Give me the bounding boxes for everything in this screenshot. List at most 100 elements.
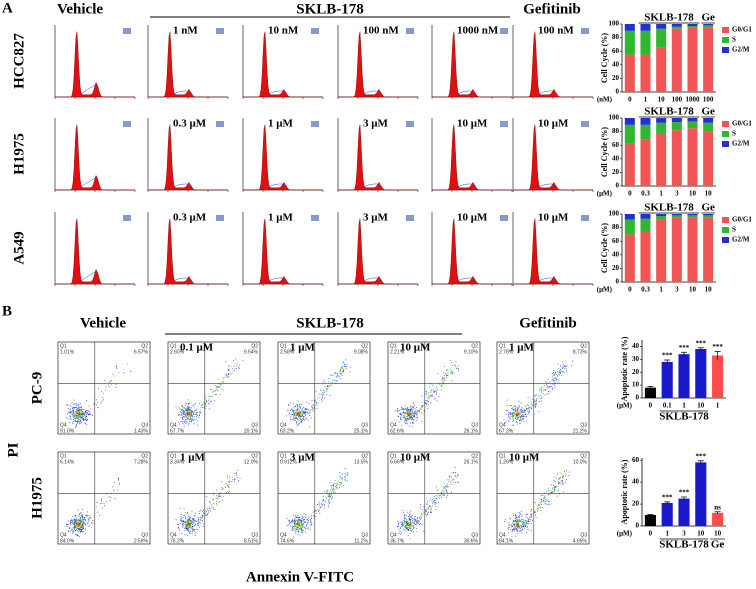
row-label: H1975	[29, 477, 45, 519]
bar-segment	[703, 131, 714, 186]
quadrant-name: Q2	[580, 343, 587, 349]
legend-icon	[311, 215, 319, 221]
dot-cloud	[76, 489, 115, 527]
quadrant-percent: 26.1%	[464, 459, 479, 465]
condition-label: 1 μM	[268, 118, 293, 130]
bar-segment	[640, 231, 651, 282]
quadrant-percent: 74.6%	[280, 538, 295, 544]
quadrant-name: Q2	[471, 343, 478, 349]
significance-label: ***	[696, 339, 707, 347]
quadrant-percent: 9.54%	[244, 349, 259, 355]
y-tick-label: 80	[612, 223, 620, 231]
quadrant-name: Q4	[170, 422, 177, 428]
quadrant-name: Q1	[280, 343, 287, 349]
quadrant-name: Q3	[141, 422, 148, 428]
quadrant-name: Q3	[580, 422, 587, 428]
y-tick-label: 20	[632, 500, 640, 508]
quadrant-percent: 84.0%	[60, 538, 75, 544]
bar-segment	[640, 30, 651, 55]
x-tick-label: 3	[675, 286, 679, 294]
row-label: H1975	[11, 133, 27, 175]
quadrant-name: Q4	[60, 532, 67, 538]
quadrant-percent: 36.7%	[390, 538, 405, 544]
quadrant-percent: 63.2%	[280, 428, 295, 434]
quadrant-name: Q1	[499, 453, 506, 459]
dot-cloud	[74, 376, 116, 419]
legend-swatch	[722, 141, 729, 147]
x-tick-label: 100	[703, 96, 714, 104]
panel-label: A	[2, 0, 13, 16]
dot-cloud	[71, 491, 115, 532]
bar-segment	[703, 214, 714, 216]
condition-label: 3 μM	[363, 212, 388, 224]
bar-segment	[671, 28, 682, 92]
x-tick-label: 1	[659, 286, 663, 294]
y-tick-label: 0	[636, 394, 640, 402]
dot-cloud	[296, 386, 330, 417]
x-tick-label: 10	[714, 530, 722, 538]
condition-label: 100 nM	[538, 25, 574, 37]
x-tick-label: 10	[689, 286, 697, 294]
bar-segment	[656, 219, 667, 282]
bar-segment	[624, 124, 635, 144]
quadrant-percent: 6.57%	[134, 349, 149, 355]
significance-label: ***	[679, 344, 690, 352]
x-tick-label: 0.1	[663, 402, 672, 410]
plot-frame	[277, 341, 371, 435]
x-tick-label: 0	[628, 190, 632, 198]
legend-icon	[123, 215, 131, 221]
quadrant-percent: 26.1%	[464, 428, 479, 434]
y-tick-label: 80	[612, 33, 620, 41]
significance-label: ***	[679, 489, 690, 497]
histogram	[243, 218, 323, 285]
legend-icon	[123, 121, 131, 127]
group-label: Ge	[701, 202, 715, 214]
y-tick-label: 20	[612, 74, 620, 82]
bar-segment	[671, 214, 682, 216]
x-tick-label: 10	[705, 190, 713, 198]
group-label: SKLB-178	[659, 539, 709, 551]
y-tick-label: 60	[612, 141, 620, 149]
quadrant-name: Q3	[580, 532, 587, 538]
bar-segment	[656, 118, 667, 123]
dot-cloud	[285, 359, 351, 428]
error-bar	[681, 496, 687, 501]
header: Gefitinib	[519, 315, 577, 331]
histogram-fit	[362, 277, 380, 283]
legend-icon	[581, 28, 589, 34]
condition-label: 0.1 μM	[180, 342, 214, 354]
bar-segment	[687, 217, 698, 282]
bar-segment	[640, 139, 651, 186]
bar-segment	[671, 118, 682, 123]
histogram	[148, 31, 228, 98]
dot-cloud	[404, 367, 453, 419]
quadrant-name: Q3	[361, 422, 368, 428]
quadrant-name: Q1	[390, 343, 397, 349]
bar-segment	[656, 216, 667, 220]
bar-segment	[624, 234, 635, 282]
bar-segment	[624, 24, 635, 31]
quadrant-name: Q2	[141, 343, 148, 349]
quadrant-name: Q2	[141, 453, 148, 459]
quadrant-percent: 1.26%	[499, 459, 514, 465]
y-tick-label: 100	[609, 20, 620, 28]
y-tick-label: 20	[612, 168, 620, 176]
quadrant-name: Q1	[60, 343, 67, 349]
legend-icon	[216, 215, 224, 221]
legend-swatch	[722, 47, 729, 53]
quadrant-percent: 6.66%	[390, 459, 405, 465]
histogram	[55, 31, 135, 98]
quadrant-percent: 84.1%	[499, 538, 514, 544]
y-tick-label: 60	[632, 456, 640, 464]
header: SKLB-178	[296, 1, 364, 17]
histogram-fit	[456, 277, 474, 283]
bar-segment	[656, 24, 667, 29]
legend-icon	[406, 121, 414, 127]
error-bar	[681, 351, 687, 357]
error-bar	[697, 460, 704, 465]
histogram	[432, 124, 512, 191]
legend-swatch	[722, 217, 729, 223]
quadrant-percent: 7.28%	[134, 459, 149, 465]
legend-label: G2/M	[732, 236, 750, 244]
legend-label: G2/M	[732, 46, 750, 54]
